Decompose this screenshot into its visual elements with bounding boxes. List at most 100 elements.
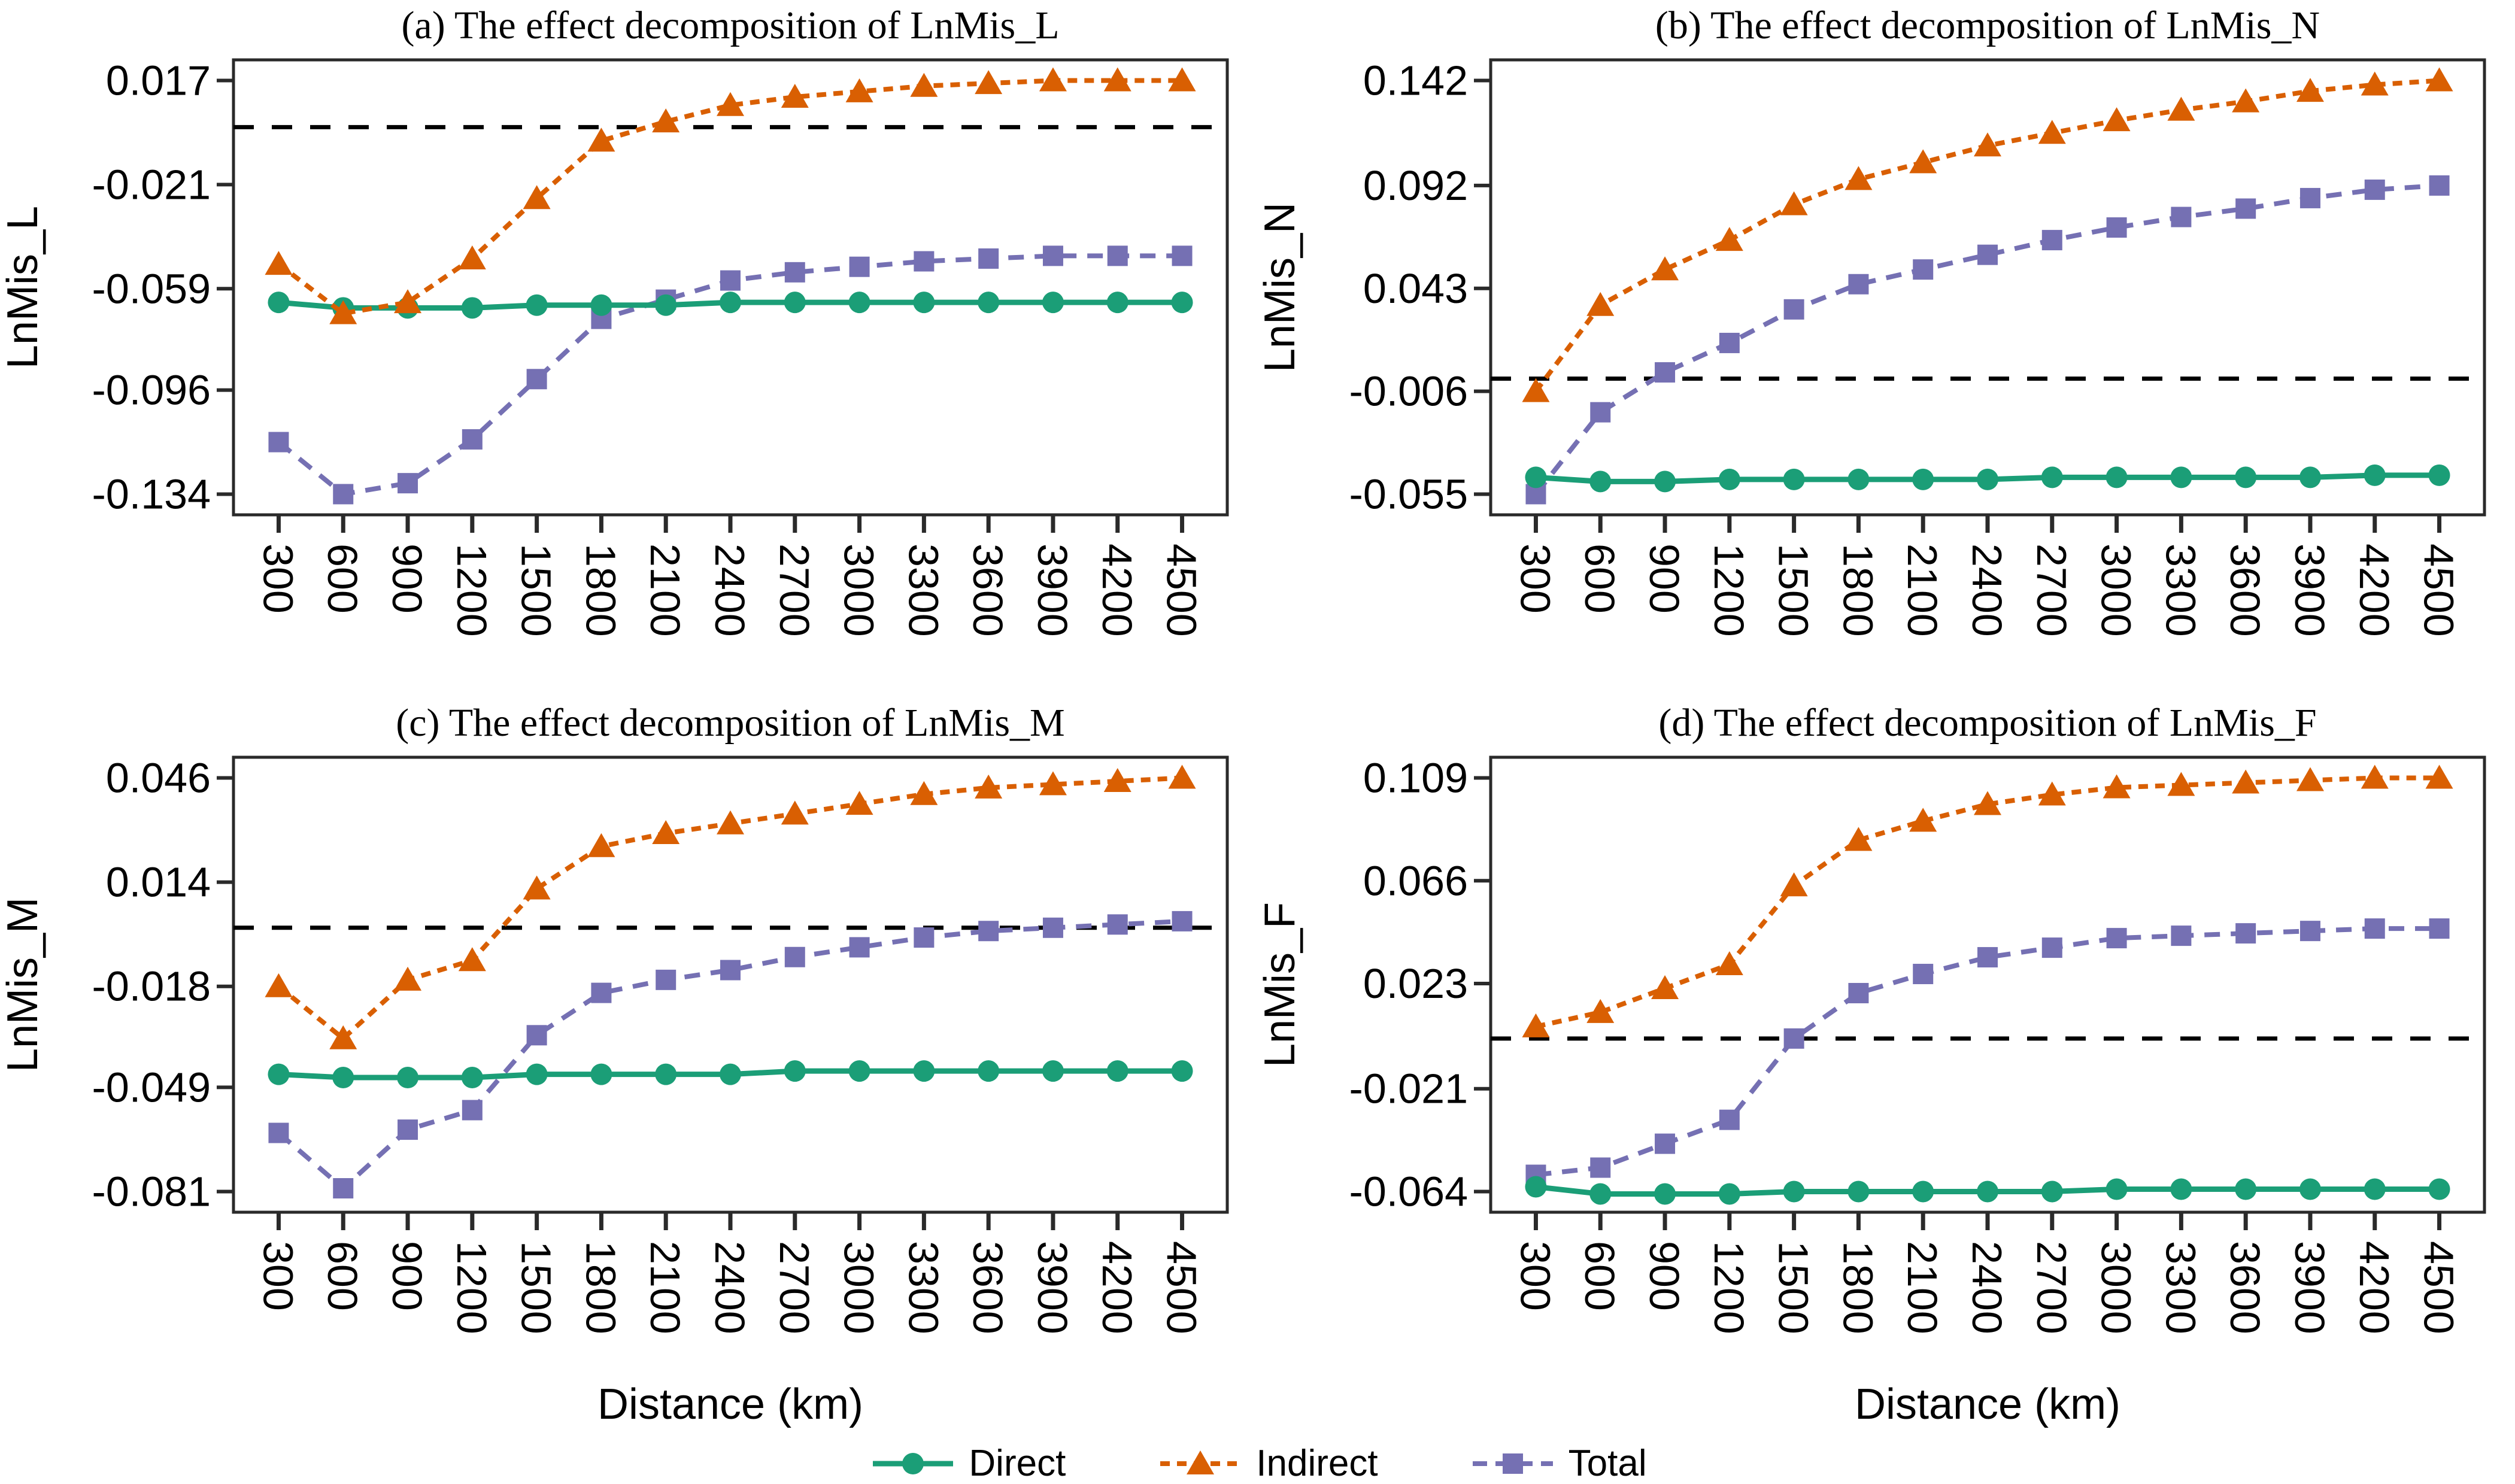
direct-point-marker: [1718, 1183, 1740, 1205]
indirect-point-marker: [781, 800, 809, 825]
total-point-marker: [784, 946, 805, 967]
direct-point-marker: [1106, 292, 1128, 314]
x-tick-label: 4200: [1094, 544, 1140, 637]
y-tick-label: 0.017: [106, 57, 211, 104]
x-tick-label: 3300: [2157, 1241, 2204, 1334]
x-tick-label: 3000: [836, 544, 882, 637]
x-tick-label: 600: [319, 1241, 366, 1311]
indirect-point-marker: [1586, 999, 1615, 1023]
indirect-point-marker: [2296, 767, 2324, 791]
indirect-point-marker: [845, 791, 873, 815]
indirect-point-marker: [2361, 71, 2389, 96]
direct-point-marker: [1525, 466, 1547, 488]
x-tick-label: 3300: [2157, 544, 2204, 637]
indirect-point-marker: [910, 781, 938, 805]
indirect-point-marker: [587, 833, 615, 857]
y-tick-label: 0.092: [1363, 162, 1468, 209]
total-square-icon: [1502, 1453, 1523, 1474]
indirect-point-marker: [523, 875, 551, 900]
series-indirect-line: [1535, 775, 2440, 1029]
direct-point-marker: [978, 292, 1000, 314]
direct-point-marker: [720, 1063, 741, 1085]
x-tick-label: 2400: [706, 1241, 753, 1334]
x-tick-label: 1200: [1706, 544, 1752, 637]
total-point-marker: [1172, 245, 1193, 266]
indirect-point-marker: [1168, 764, 1196, 789]
indirect-point-marker: [717, 92, 744, 116]
direct-point-marker: [913, 1060, 935, 1082]
direct-point-marker: [1042, 1060, 1064, 1082]
indirect-point-marker: [458, 947, 486, 972]
legend-marker-direct: [873, 1453, 954, 1474]
direct-point-marker: [397, 1067, 419, 1089]
indirect-point-marker: [2232, 88, 2260, 113]
x-tick-label: 1800: [1834, 1241, 1881, 1334]
indirect-point-marker: [587, 128, 615, 152]
legend-label-direct: Direct: [969, 1443, 1066, 1484]
direct-point-marker: [2299, 466, 2321, 488]
panel-c: (c) The effect decomposition of LnMis_M 0…: [0, 697, 1257, 1446]
direct-point-marker: [1847, 1180, 1870, 1203]
direct-point-marker: [461, 297, 483, 319]
legend-label-indirect: Indirect: [1256, 1443, 1378, 1484]
indirect-point-marker: [910, 72, 938, 97]
total-point-marker: [656, 969, 676, 990]
x-tick-label: 300: [254, 1241, 301, 1311]
panel-a: (a) The effect decomposition of LnMis_L 0…: [0, 0, 1257, 697]
total-point-marker: [462, 429, 483, 450]
direct-point-marker: [2235, 1178, 2257, 1200]
indirect-point-marker: [394, 966, 422, 991]
indirect-point-marker: [1039, 67, 1067, 92]
total-point-marker: [1783, 1028, 1804, 1049]
total-point-marker: [1913, 964, 1934, 985]
series-total-line: [277, 253, 1182, 497]
direct-point-marker: [1106, 1060, 1128, 1082]
x-tick-label: 4500: [2416, 544, 2462, 637]
x-tick-label: 2400: [1964, 544, 2010, 637]
total-point-marker: [1848, 274, 1869, 295]
direct-point-marker: [2428, 1178, 2450, 1200]
total-point-marker: [914, 251, 935, 272]
total-point-marker: [1042, 917, 1063, 938]
indirect-point-marker: [845, 78, 873, 102]
indirect-point-marker: [1168, 67, 1196, 92]
indirect-point-marker: [2425, 764, 2453, 789]
legend-marker-total: [1472, 1453, 1553, 1474]
plot-box: [1489, 755, 2486, 1214]
x-tick-label: 2700: [771, 1241, 818, 1334]
y-axis-label: LnMis_F: [1257, 902, 1304, 1067]
panel-c-chart: (c) The effect decomposition of LnMis_M 0…: [0, 701, 1229, 1428]
indirect-point-marker: [1780, 191, 1808, 216]
x-tick-label: 4500: [1158, 544, 1205, 637]
direct-point-marker: [526, 1063, 548, 1085]
y-tick-label: 0.109: [1363, 755, 1468, 802]
x-tick-label: 600: [1576, 1241, 1623, 1311]
indirect-point-marker: [1844, 827, 1873, 851]
y-tick-label: -0.018: [92, 963, 211, 1010]
total-point-marker: [333, 1178, 354, 1199]
indirect-point-marker: [2167, 772, 2195, 796]
bottom-panel-row: (c) The effect decomposition of LnMis_M 0…: [0, 697, 2515, 1446]
direct-point-marker: [461, 1067, 483, 1089]
plot-box: [1489, 58, 2486, 517]
x-tick-label: 1200: [1706, 1241, 1752, 1334]
direct-point-marker: [1525, 1176, 1547, 1198]
panel-b-chart: (b) The effect decomposition of LnMis_N 0…: [1257, 4, 2486, 637]
x-tick-label: 1800: [577, 1241, 624, 1334]
y-tick-label: -0.021: [1349, 1066, 1468, 1112]
total-point-marker: [268, 432, 289, 453]
y-tick-label: 0.043: [1363, 265, 1468, 312]
direct-point-marker: [1042, 292, 1064, 314]
y-tick-label: -0.055: [1349, 471, 1468, 517]
total-point-marker: [978, 921, 999, 942]
direct-point-marker: [590, 1063, 612, 1085]
x-tick-label: 4200: [1094, 1241, 1140, 1334]
indirect-point-marker: [781, 83, 809, 108]
y-tick-label: -0.021: [92, 161, 211, 208]
direct-point-marker: [1977, 1180, 1998, 1203]
indirect-point-marker: [1715, 227, 1743, 251]
y-tick-label: 0.066: [1363, 857, 1468, 904]
direct-point-marker: [526, 294, 548, 316]
y-tick-label: -0.081: [92, 1168, 211, 1215]
x-tick-label: 900: [384, 1241, 430, 1311]
